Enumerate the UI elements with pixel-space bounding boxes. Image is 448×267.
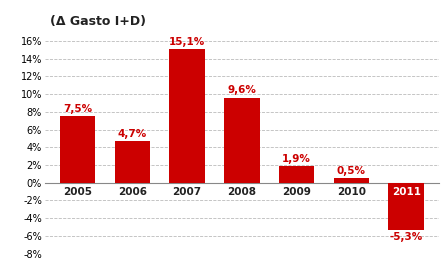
Bar xyxy=(169,49,205,183)
Text: 2009: 2009 xyxy=(282,187,311,197)
Text: 0,5%: 0,5% xyxy=(337,166,366,176)
Text: 9,6%: 9,6% xyxy=(228,85,256,95)
Bar xyxy=(224,98,260,183)
Text: 2011: 2011 xyxy=(392,187,421,197)
Bar xyxy=(60,116,95,183)
Text: 2010: 2010 xyxy=(337,187,366,197)
Text: 2007: 2007 xyxy=(172,187,202,197)
Bar xyxy=(115,141,150,183)
Text: (Δ Gasto I+D): (Δ Gasto I+D) xyxy=(50,15,146,28)
Text: 2008: 2008 xyxy=(228,187,256,197)
Bar xyxy=(388,183,424,230)
Text: 1,9%: 1,9% xyxy=(282,154,311,164)
Text: 2005: 2005 xyxy=(63,187,92,197)
Text: -5,3%: -5,3% xyxy=(390,232,423,242)
Text: 2006: 2006 xyxy=(118,187,147,197)
Text: 15,1%: 15,1% xyxy=(169,37,205,47)
Text: 4,7%: 4,7% xyxy=(118,129,147,139)
Text: 7,5%: 7,5% xyxy=(63,104,92,114)
Bar xyxy=(279,166,314,183)
Bar xyxy=(334,178,369,183)
